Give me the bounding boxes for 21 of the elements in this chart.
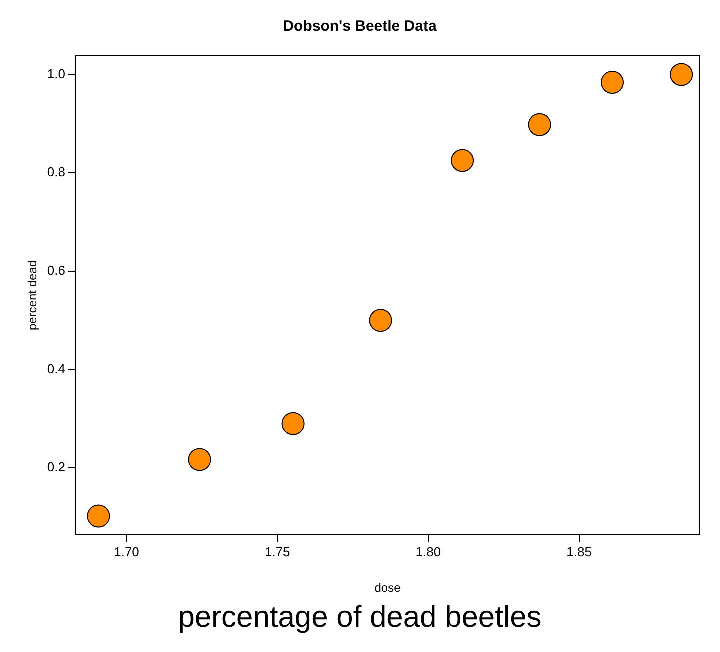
point bbox=[87, 504, 110, 528]
point bbox=[601, 71, 624, 94]
chart-title: Dobson's Beetle Data bbox=[283, 18, 438, 36]
point bbox=[369, 309, 392, 332]
text: percentage of dead beetles bbox=[177, 600, 543, 636]
point bbox=[451, 149, 474, 172]
point bbox=[670, 63, 694, 86]
y-tick-label: 0.2 bbox=[47, 460, 66, 475]
x-tick-label: 1.70 bbox=[114, 544, 140, 560]
point bbox=[528, 113, 552, 136]
x-tick-label: 1.80 bbox=[416, 544, 442, 560]
point bbox=[188, 448, 212, 472]
y-axis-title: percent dead bbox=[26, 260, 40, 331]
x-tick-label: 1.75 bbox=[264, 544, 290, 560]
y-tick-label: 0.8 bbox=[47, 164, 66, 180]
y-tick-label: 0.6 bbox=[47, 262, 66, 278]
point bbox=[282, 412, 305, 436]
x-tick-label: 1.85 bbox=[566, 544, 592, 560]
y-tick-label: 0.4 bbox=[47, 361, 66, 376]
x-axis-title: dose bbox=[374, 581, 402, 596]
y-tick-label: 1.0 bbox=[47, 66, 66, 82]
